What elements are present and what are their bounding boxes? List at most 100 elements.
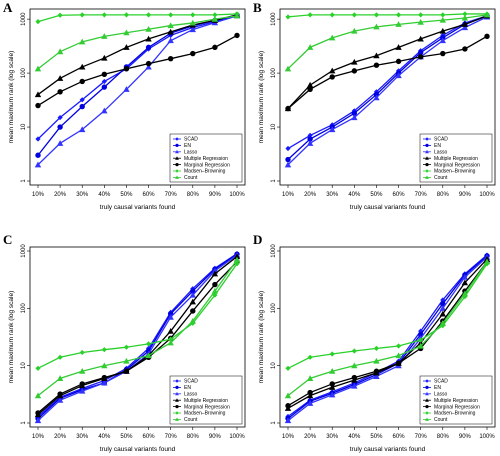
- point-6-5: [145, 352, 152, 359]
- series-line: [37, 14, 238, 96]
- point-2-1: [56, 396, 64, 403]
- point-5-8: [462, 294, 468, 300]
- point-2-6: [167, 37, 174, 44]
- point-6-6: [167, 22, 174, 29]
- series-line: [37, 15, 238, 166]
- x-tick-label: 30%: [76, 192, 89, 198]
- point-4-2: [329, 74, 335, 80]
- x-tick-label: 40%: [98, 192, 111, 198]
- series-4: [285, 259, 490, 409]
- point-4-2: [79, 381, 85, 387]
- point-3-1: [306, 392, 314, 399]
- y-axis-label: mean maximum rank (log scale): [258, 51, 265, 143]
- y-axis-label: mean maximum rank (log scale): [258, 291, 265, 383]
- legend-marker: [425, 149, 429, 154]
- x-axis-label: truly causal variants found: [350, 204, 426, 211]
- point-6-5: [145, 26, 152, 32]
- legend-marker: [175, 175, 179, 179]
- y-tick-label: 10: [271, 362, 277, 369]
- point-5-1: [57, 354, 63, 360]
- point-5-0: [35, 365, 41, 371]
- point-3-3: [351, 58, 358, 65]
- point-6-1: [306, 44, 314, 50]
- y-tick-label: 1: [21, 179, 27, 183]
- x-axis-label: truly causal variants found: [350, 446, 426, 453]
- x-tick-label: 100%: [479, 192, 495, 198]
- legend-marker: [175, 385, 179, 389]
- point-6-6: [417, 18, 424, 25]
- point-4-2: [79, 78, 85, 85]
- point-5-5: [145, 341, 152, 347]
- point-2-7: [189, 291, 196, 298]
- legend-label: Madsen–Browning: [184, 169, 226, 175]
- y-tick-label: 10: [21, 362, 27, 369]
- point-3-2: [329, 384, 336, 390]
- point-3-4: [373, 52, 380, 59]
- legend-label: EN: [434, 385, 441, 391]
- point-1-3: [101, 84, 108, 90]
- point-4-3: [351, 68, 358, 74]
- point-4-3: [101, 374, 108, 381]
- legend-marker: [175, 169, 179, 173]
- point-6-4: [123, 29, 130, 36]
- point-5-6: [168, 336, 174, 342]
- point-3-5: [145, 35, 152, 42]
- legend-marker: [175, 417, 179, 421]
- x-tick-label: 20%: [304, 192, 317, 198]
- x-tick-label: 50%: [120, 434, 133, 440]
- point-6-7: [439, 320, 446, 326]
- series-line: [287, 14, 488, 70]
- series-5: [285, 11, 490, 20]
- point-4-0: [285, 105, 291, 112]
- point-6-4: [373, 357, 380, 364]
- point-4-8: [462, 46, 468, 52]
- legend-marker: [175, 156, 179, 160]
- point-2-3: [351, 382, 358, 389]
- series-line: [37, 253, 238, 419]
- point-5-6: [418, 337, 424, 343]
- point-3-1: [56, 75, 64, 81]
- point-5-1: [307, 12, 313, 18]
- point-2-2: [329, 391, 336, 398]
- series-6: [284, 258, 491, 399]
- point-4-4: [373, 368, 380, 374]
- point-5-6: [168, 12, 174, 18]
- point-2-5: [395, 72, 402, 79]
- x-tick-label: 70%: [415, 434, 428, 440]
- x-tick-label: 60%: [393, 192, 406, 198]
- point-0-0: [35, 136, 41, 142]
- point-4-0: [35, 410, 41, 416]
- series-6: [34, 256, 241, 399]
- point-2-2: [329, 126, 336, 133]
- x-tick-label: 20%: [304, 434, 317, 440]
- x-tick-label: 30%: [326, 192, 339, 198]
- series-line: [287, 256, 488, 422]
- series-line: [287, 13, 487, 18]
- x-tick-label: 80%: [187, 192, 200, 198]
- point-2-1: [306, 140, 314, 146]
- point-1-7: [190, 288, 196, 294]
- point-4-5: [395, 360, 402, 366]
- point-3-6: [167, 28, 174, 35]
- point-6-4: [123, 357, 130, 364]
- point-4-8: [212, 281, 218, 288]
- legend-label: SCAD: [434, 379, 448, 385]
- x-tick-label: 40%: [348, 434, 361, 440]
- y-tick-label: 1: [21, 421, 27, 425]
- point-5-7: [440, 12, 446, 18]
- plot-frame: [279, 246, 496, 428]
- point-2-5: [145, 63, 152, 70]
- point-6-9: [483, 11, 491, 18]
- point-5-3: [101, 347, 107, 353]
- legend-label: SCAD: [434, 137, 448, 143]
- x-tick-label: 90%: [459, 192, 472, 198]
- legend-marker: [425, 137, 429, 141]
- point-5-4: [123, 12, 130, 18]
- series-4: [35, 32, 240, 109]
- legend-box: [419, 375, 493, 425]
- legend-label: Multiple Regression: [184, 398, 228, 404]
- point-2-4: [123, 86, 130, 92]
- chart-panel-D: D 1 10 100 1000 10% 20% 30% 40% 50% 60% 70% 80% 90% 10…: [253, 232, 496, 453]
- point-4-4: [123, 66, 130, 72]
